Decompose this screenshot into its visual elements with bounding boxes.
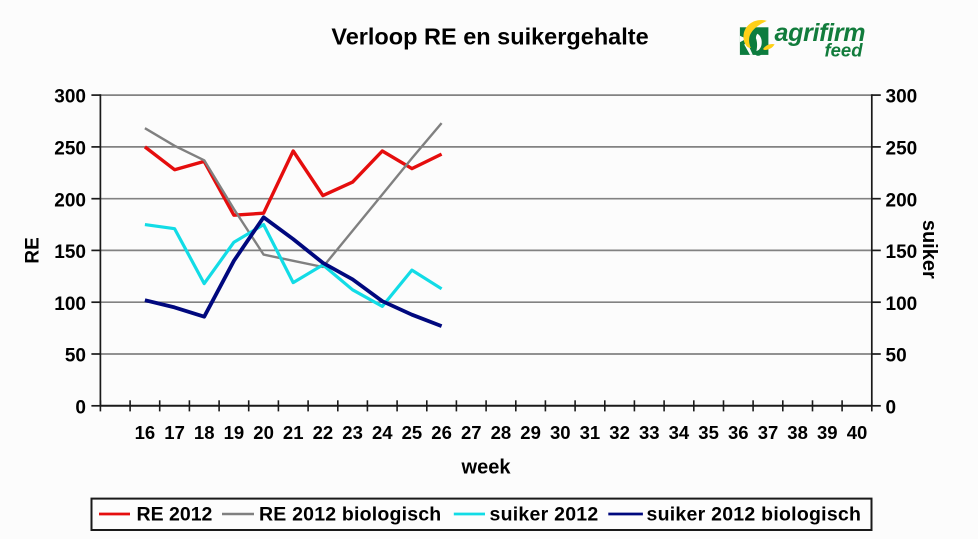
svg-text:25: 25 (402, 422, 423, 443)
svg-text:150: 150 (886, 242, 918, 263)
svg-text:RE 2012: RE 2012 (137, 504, 213, 526)
svg-text:23: 23 (342, 422, 363, 443)
svg-text:100: 100 (54, 294, 86, 315)
svg-text:17: 17 (164, 422, 185, 443)
svg-text:20: 20 (253, 422, 274, 443)
svg-text:200: 200 (886, 190, 918, 211)
svg-text:150: 150 (54, 242, 86, 263)
svg-text:suiker: suiker (918, 220, 940, 279)
svg-text:suiker 2012: suiker 2012 (490, 504, 599, 526)
svg-text:39: 39 (817, 422, 838, 443)
svg-text:RE 2012 biologisch: RE 2012 biologisch (259, 504, 441, 526)
svg-text:28: 28 (491, 422, 512, 443)
svg-text:37: 37 (758, 422, 779, 443)
svg-text:18: 18 (194, 422, 215, 443)
svg-text:50: 50 (65, 346, 86, 367)
svg-text:34: 34 (669, 422, 690, 443)
svg-text:33: 33 (639, 422, 660, 443)
svg-text:suiker 2012 biologisch: suiker 2012 biologisch (647, 504, 862, 526)
svg-text:250: 250 (54, 139, 86, 160)
svg-text:38: 38 (787, 422, 808, 443)
svg-text:26: 26 (431, 422, 452, 443)
svg-text:50: 50 (886, 346, 907, 367)
svg-text:week: week (461, 456, 512, 478)
svg-text:22: 22 (313, 422, 334, 443)
svg-text:29: 29 (520, 422, 541, 443)
svg-text:31: 31 (580, 422, 601, 443)
svg-text:36: 36 (728, 422, 749, 443)
svg-text:100: 100 (886, 294, 918, 315)
svg-text:24: 24 (372, 422, 393, 443)
svg-text:feed: feed (824, 40, 863, 61)
svg-text:RE: RE (23, 237, 44, 263)
svg-text:300: 300 (54, 87, 86, 108)
svg-text:21: 21 (283, 422, 304, 443)
svg-text:32: 32 (609, 422, 630, 443)
svg-text:19: 19 (224, 422, 245, 443)
svg-text:300: 300 (886, 87, 918, 108)
svg-text:40: 40 (847, 422, 868, 443)
svg-text:30: 30 (550, 422, 571, 443)
svg-text:Verloop RE en suikergehalte: Verloop RE en suikergehalte (331, 24, 648, 50)
svg-text:agrifirm: agrifirm (775, 19, 866, 47)
svg-text:27: 27 (461, 422, 482, 443)
svg-text:200: 200 (54, 190, 86, 211)
svg-text:0: 0 (886, 397, 897, 418)
svg-text:250: 250 (886, 139, 918, 160)
svg-text:0: 0 (75, 397, 86, 418)
svg-text:16: 16 (135, 422, 156, 443)
svg-text:35: 35 (698, 422, 719, 443)
